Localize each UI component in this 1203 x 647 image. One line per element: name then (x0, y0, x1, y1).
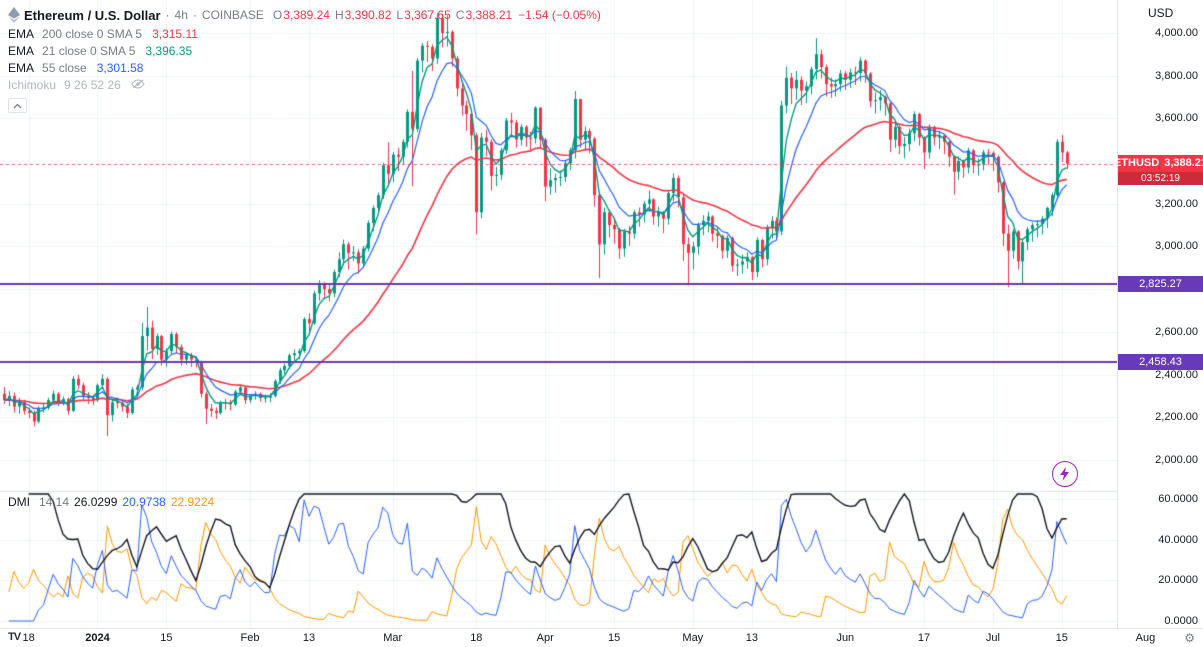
indicator-name: EMA (8, 60, 35, 75)
time-axis-label: Jun (836, 632, 855, 644)
currency-label[interactable]: USD (1148, 6, 1174, 20)
last-price-value: 3,388.21 (1164, 157, 1203, 170)
separator-dot: · (192, 8, 197, 22)
price-level-badge-2: 2,458.43 (1118, 354, 1203, 371)
indicator-value: 3,396.35 (145, 43, 193, 58)
time-axis-label: 15 (160, 632, 173, 644)
indicator-row-ema-21-close-0-sma-5[interactable]: EMA 21 close 0 SMA 5 3,396.35 (8, 42, 601, 59)
price-axis-label: 2,200.00 (1155, 411, 1198, 424)
exchange-label[interactable]: COINBASE (201, 8, 264, 22)
price-axis-label: 2,400.00 (1155, 368, 1198, 381)
price-axis-label: 2,000.00 (1155, 453, 1198, 466)
price-level-badge-1: 2,825.27 (1118, 275, 1203, 292)
lightning-boost-button[interactable] (1052, 461, 1078, 487)
dmi-axis-label: 20.0000 (1158, 574, 1198, 587)
tradingview-logo[interactable]: TV (8, 631, 21, 643)
dmi-name: DMI (8, 495, 30, 509)
indicator-name: EMA (8, 43, 35, 58)
price-chart-canvas[interactable] (0, 0, 1117, 628)
collapse-legend-button[interactable] (8, 98, 27, 113)
indicator-params: 21 close 0 SMA 5 (42, 43, 136, 58)
time-axis-label: 18 (470, 632, 483, 644)
symbol-row[interactable]: Ethereum / U.S. Dollar · 4h · COINBASE O… (8, 5, 601, 25)
ohlc-value: 3,388.21 (465, 8, 513, 22)
ohlc-key: L (396, 8, 404, 22)
separator-dot: · (165, 8, 170, 22)
last-price-badge: ETHUSD 3,388.21 03:52:19 (1114, 154, 1203, 185)
axis-settings-icon[interactable]: ⚙ (1184, 631, 1195, 645)
dmi-legend[interactable]: DMI 14 14 26.0299 20.9738 22.9224 (8, 495, 214, 509)
last-price-symbol: ETHUSD (1113, 157, 1160, 170)
ohlc-key: H (334, 8, 344, 22)
ohlc-key: O (272, 8, 283, 22)
price-axis-label: 4,000.00 (1155, 26, 1198, 39)
indicator-row-ema-55-close[interactable]: EMA 55 close 3,301.58 (8, 59, 601, 76)
ohlc-values: O 3,389.24 H 3,390.82 L 3,367.65 C 3,388.21 −1.5… (268, 8, 601, 22)
dmi-axis-label: 0.0000 (1164, 615, 1198, 627)
dmi-params: 14 14 (39, 495, 70, 509)
time-axis[interactable]: TV 18 2024 15 Feb 13 Mar 18 Apr 15 May 13 Jun 17 Jul 1… (0, 628, 1203, 647)
indicator-row-ichimoku-9-26-52-26[interactable]: Ichimoku 9 26 52 26 (8, 76, 601, 93)
price-axis-label: 3,600.00 (1155, 112, 1198, 125)
time-axis-label: Mar (383, 632, 403, 644)
time-axis-label: 13 (745, 632, 758, 644)
ohlc-key: C (455, 8, 465, 22)
chevron-up-icon (13, 103, 22, 108)
lightning-icon (1060, 467, 1069, 481)
price-axis-label: 3,200.00 (1155, 197, 1198, 210)
time-axis-label: Apr (536, 632, 554, 644)
ethereum-icon (8, 7, 20, 23)
symbol-title[interactable]: Ethereum / U.S. Dollar (24, 7, 161, 23)
dmi-value: 22.9224 (170, 495, 215, 509)
ohlc-value: 3,367.65 (404, 8, 451, 22)
dmi-axis-label: 60.0000 (1158, 493, 1198, 505)
dmi-value: 20.9738 (122, 495, 166, 509)
price-axis-label: 2,600.00 (1155, 325, 1198, 338)
price-axis-label: 3,800.00 (1155, 69, 1198, 82)
indicator-rows: EMA 200 close 0 SMA 5 3,315.11 EMA 21 close … (8, 25, 601, 93)
dmi-value: 26.0299 (74, 495, 118, 509)
dmi-axis-label: 40.0000 (1158, 533, 1198, 546)
indicator-value: 3,315.11 (152, 26, 198, 41)
time-axis-label: 2024 (85, 632, 110, 644)
price-axis[interactable]: USD 4,000.00 3,800.00 3,600.00 3,200.00 3,00… (1114, 0, 1203, 647)
time-axis-label: May (682, 632, 704, 644)
bar-countdown: 03:52:19 (1118, 171, 1203, 185)
time-axis-label: Jul (985, 632, 1000, 644)
time-axis-label: Feb (240, 632, 260, 644)
time-axis-label: 15 (1055, 632, 1068, 644)
indicator-value: 3,301.58 (96, 60, 144, 75)
ohlc-value: 3,389.24 (283, 8, 330, 22)
eye-off-icon[interactable] (131, 78, 145, 92)
time-axis-label: 17 (917, 632, 931, 644)
price-axis-label: 3,000.00 (1155, 240, 1198, 253)
time-axis-label: 18 (22, 632, 35, 644)
ohlc-value: 3,390.82 (344, 8, 392, 22)
indicator-params: 55 close (42, 60, 87, 75)
time-axis-label: 13 (302, 632, 316, 644)
indicator-row-ema-200-close-0-sma-5[interactable]: EMA 200 close 0 SMA 5 3,315.11 (8, 25, 601, 42)
time-axis-label: 15 (607, 632, 621, 644)
last-price-row: ETHUSD 3,388.21 (1114, 154, 1203, 172)
indicator-name: Ichimoku (8, 77, 57, 92)
chart-legend: Ethereum / U.S. Dollar · 4h · COINBASE O… (8, 5, 601, 113)
time-axis-label: Aug (1135, 632, 1156, 644)
indicator-params: 200 close 0 SMA 5 (42, 26, 143, 41)
interval-label[interactable]: 4h (174, 8, 188, 22)
change-value: −1.54 (−0.05%) (518, 8, 601, 22)
indicator-name: EMA (8, 26, 35, 41)
indicator-params: 9 26 52 26 (64, 77, 121, 92)
